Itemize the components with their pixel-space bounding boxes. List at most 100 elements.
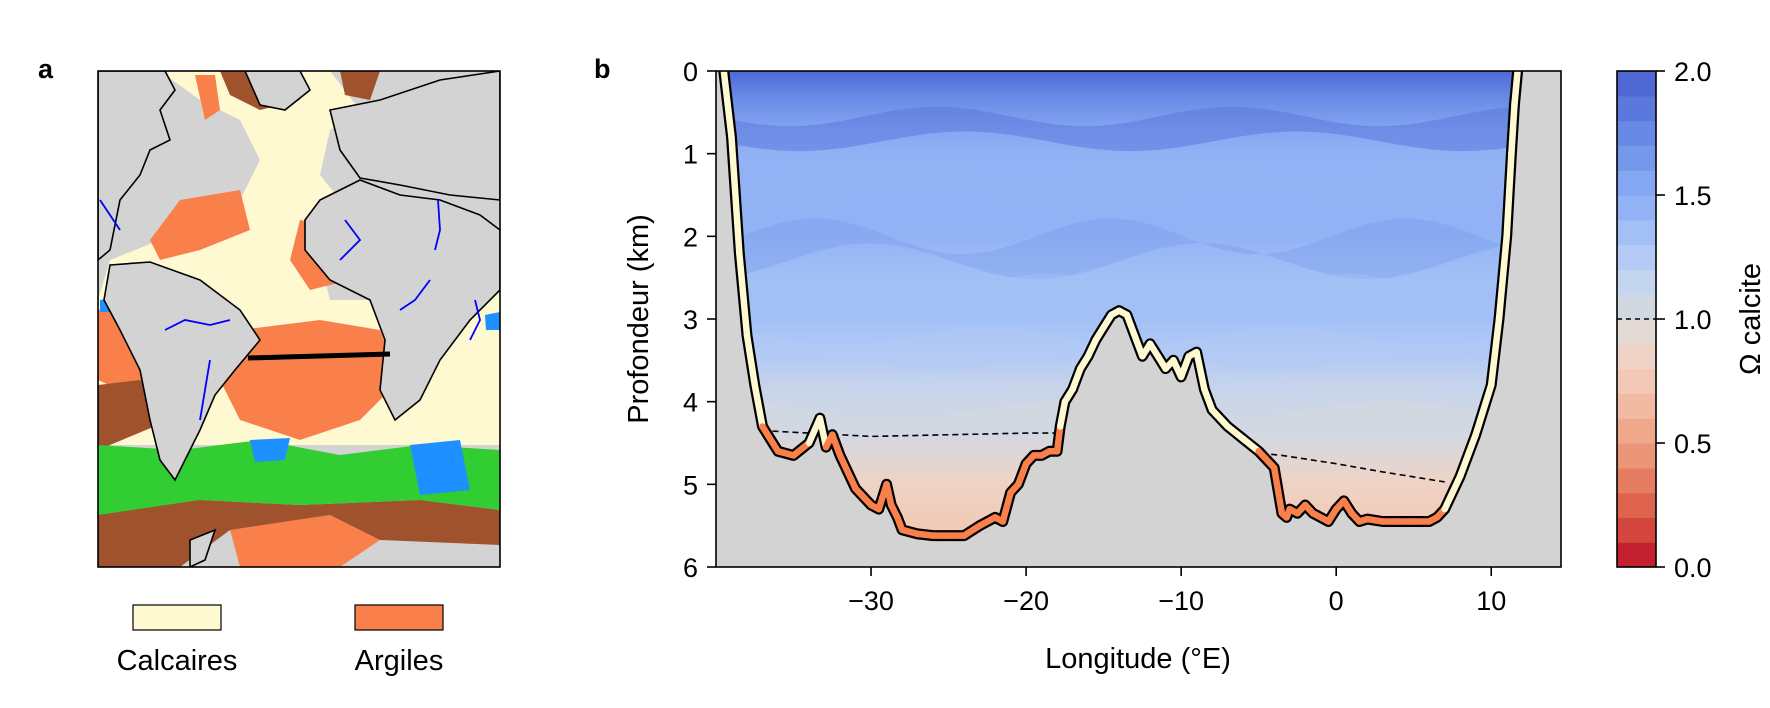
amazon-river [164,319,231,331]
x-axis-label: Longitude (°E) [1045,643,1231,675]
north-america-landmass [98,71,176,262]
other-sediment-patch-2 [250,438,290,462]
seafloor-calcareous-segment [736,249,751,339]
seafloor-calcareous-segment [1503,150,1515,240]
colorbar-segments [1617,71,1656,568]
y-tick-label: 4 [683,388,698,418]
seafloor-clay-segment [883,481,895,509]
seafloor-calcareous-segment [1441,472,1464,513]
x-tick-label: 0 [1329,586,1344,616]
seafloor-calcareous-segment [1456,431,1479,480]
colorbar-segment [1617,294,1656,320]
seafloor-calcareous-segment [1069,365,1084,393]
colorbar-segment [1617,269,1656,295]
colorbar-segment [1617,393,1656,419]
europe-landmass [329,71,500,201]
y-tick-label: 5 [683,470,698,500]
x-tick-label: −20 [1003,586,1049,616]
colorbar-tick-label: 0.0 [1674,553,1712,583]
legend-label-argiles: Argiles [355,645,444,677]
seafloor-calcareous-segment [1224,423,1247,443]
seafloor-clay-segment [836,452,859,492]
clay-region-north [150,190,250,260]
other-sediment-patch-1 [410,440,470,495]
seafloor-clay-segment [1053,423,1064,455]
legend-swatch-argiles [354,604,444,631]
colorbar-segment [1617,492,1656,518]
seafloor-sediment-line [720,71,1521,539]
seafloor-clay-segment [1015,460,1030,488]
seafloor-calcareous-segment [1508,100,1518,157]
seafloor-calcareous-segment [1495,233,1510,323]
seafloor-calcareous-segment [728,133,743,257]
antarctic-landmass [189,528,217,567]
x-tick-label: −30 [848,586,894,616]
y-tick-label: 0 [683,57,698,87]
seafloor-calcareous-segment [1177,352,1193,381]
y-tick-label: 3 [683,305,698,335]
seafloor-calcareous-segment [751,381,766,430]
colorbar-segment [1617,517,1656,543]
seafloor-clay-segment [1270,464,1286,517]
colorbar-segment [1617,145,1656,171]
seafloor-clay-segment [999,489,1014,525]
x-axis: −30 −20 −10 0 10 [848,567,1506,616]
panel-a-label: a [38,54,54,84]
y-tick-label: 2 [683,222,698,252]
colorbar-segment [1617,170,1656,196]
clay-region-north-2 [195,75,220,120]
congo-river [399,279,431,311]
legend-label-calcaires: Calcaires [117,645,238,677]
colorbar-segment [1617,95,1656,122]
omega-contour-band [716,273,1561,324]
colorbar-segment [1617,319,1656,345]
colorbar-tick-label: 0.5 [1674,429,1712,459]
clay-region-south [220,320,400,440]
omega-contour-band [716,155,1561,210]
y-tick-label: 1 [683,140,698,170]
nile-river [434,199,441,251]
greenland-landmass [244,71,312,111]
x-tick-label: 10 [1476,586,1506,616]
colorbar-tick-label: 2.0 [1674,57,1712,87]
seafloor-calcareous-segment [1123,311,1138,339]
colorbar-segment [1617,120,1656,146]
seafloor-clay-segment [790,439,813,459]
colorbar-segment [1617,467,1656,494]
omega-contour-band [716,218,1561,280]
colorbar-label: Ω calcite [1735,263,1767,375]
colorbar-segment [1617,219,1656,246]
colorbar-segment [1617,542,1656,568]
transect-line [247,351,391,361]
omega-section: −30 −20 −10 0 10 0 1 2 3 4 5 6 Longitude (°E) Prof… [623,57,1562,675]
legend: Calcaires Argiles [117,604,444,677]
colorbar-segment [1617,244,1656,270]
africa-landmass [304,179,500,422]
seafloor-clay-segment [759,423,782,455]
colorbar-segment [1617,418,1656,444]
omega-contour-band [716,106,1561,152]
mississippi-river [99,199,121,231]
x-tick-label: −10 [1158,586,1204,616]
panel-b-label: b [594,54,611,84]
seafloor-calcareous-segment [1239,435,1262,455]
colorbar-tick-label: 1.5 [1674,181,1712,211]
colorbar-segment [1617,443,1656,469]
seafloor-calcareous-segment [1056,398,1069,430]
parana-river [199,359,211,421]
seafloor-calcareous-segment [1472,381,1495,438]
niger-river [339,219,362,261]
seafloor-clay-segment [1255,448,1278,472]
seafloor-clay-segment [829,431,844,459]
seafloor-calcareous-segment [720,71,735,141]
seafloor-calcareous-segment [743,332,759,389]
sediment-map [98,71,500,567]
seafloor-calcareous-segment [1487,315,1503,389]
siliceous-band [98,440,500,515]
y-axis-label: Profondeur (km) [623,214,655,424]
seafloor-calcareous-segment [1201,386,1216,414]
colorbar-segment [1617,71,1656,97]
seafloor-fill [716,71,1561,567]
seafloor-calcareous-segment [1511,71,1521,108]
